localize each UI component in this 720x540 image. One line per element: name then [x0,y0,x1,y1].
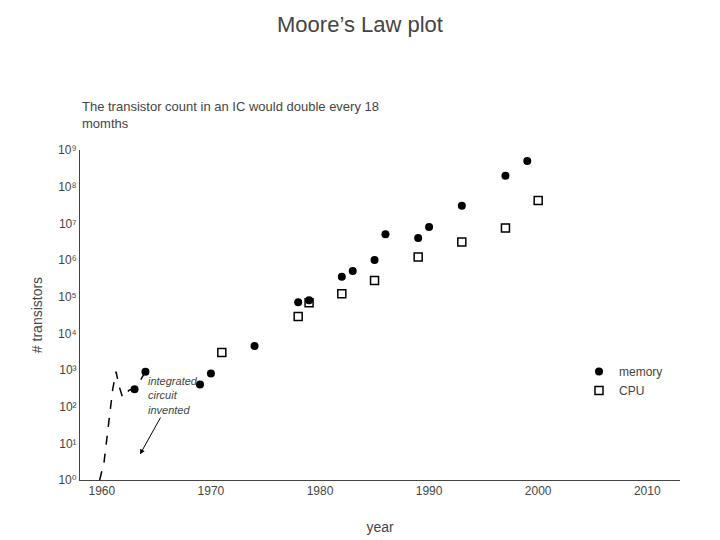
svg-text:10⁶: 10⁶ [58,253,76,267]
svg-text:10¹: 10¹ [59,437,76,451]
svg-text:memory: memory [619,365,662,379]
svg-text:1990: 1990 [416,484,443,498]
svg-text:10⁹: 10⁹ [58,143,77,157]
svg-text:10⁸: 10⁸ [58,180,76,194]
svg-text:10⁷: 10⁷ [59,217,77,231]
svg-text:The transistor count in an IC: The transistor count in an IC would doub… [82,99,379,131]
svg-text:10⁴: 10⁴ [58,327,77,341]
svg-text:1980: 1980 [307,484,334,498]
svg-text:Moore’s Law plot: Moore’s Law plot [277,12,443,37]
svg-text:10⁵: 10⁵ [58,290,76,304]
svg-text:integratedcircuitinvented: integratedcircuitinvented [148,375,198,416]
svg-text:10³: 10³ [59,363,76,377]
svg-text:2010: 2010 [634,484,661,498]
svg-text:# transistors: # transistors [29,277,45,353]
svg-text:1970: 1970 [198,484,225,498]
svg-text:year: year [366,519,394,535]
svg-text:10⁰: 10⁰ [58,473,76,487]
svg-text:CPU: CPU [619,384,644,398]
svg-text:1960: 1960 [88,484,115,498]
svg-text:10²: 10² [59,400,76,414]
svg-text:2000: 2000 [525,484,552,498]
